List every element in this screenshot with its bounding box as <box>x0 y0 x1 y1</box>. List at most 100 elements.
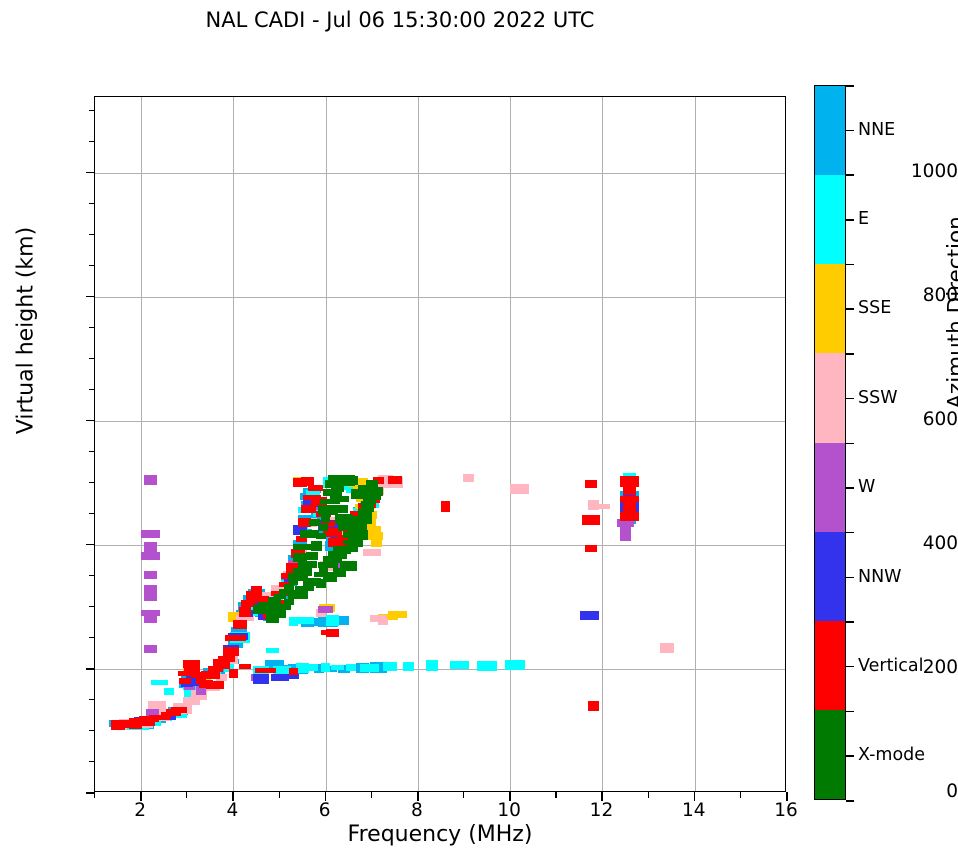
data-point <box>330 486 344 492</box>
data-point <box>504 660 525 670</box>
data-point <box>288 617 299 627</box>
gridline-horizontal <box>95 420 785 422</box>
colorbar-segment-sse[interactable] <box>815 264 845 354</box>
data-point <box>270 584 289 592</box>
data-point <box>322 528 343 537</box>
colorbar-segment-vertical[interactable] <box>815 620 845 710</box>
data-point <box>293 524 308 536</box>
data-point <box>509 483 529 495</box>
data-point <box>283 583 294 591</box>
data-point <box>362 526 381 534</box>
colorbar-segment-nnw[interactable] <box>815 531 845 621</box>
data-point <box>348 476 359 485</box>
colorbar-boundary-tick <box>846 263 854 266</box>
data-point <box>659 643 675 653</box>
data-point <box>297 561 317 569</box>
data-point <box>348 543 359 552</box>
x-tick-label: 4 <box>226 800 239 821</box>
data-point <box>183 697 201 705</box>
colorbar-segment-w[interactable] <box>815 442 845 532</box>
data-point <box>143 592 157 602</box>
colorbar-tick <box>846 308 854 310</box>
data-point <box>450 661 469 670</box>
data-point <box>360 501 374 512</box>
data-point <box>308 484 323 491</box>
data-point <box>388 476 402 485</box>
x-tick-minor <box>94 792 96 798</box>
y-tick-mark <box>86 543 95 546</box>
data-point <box>321 514 331 524</box>
data-point <box>143 644 157 654</box>
y-tick-label: 0 <box>946 781 958 802</box>
x-tick-mark <box>140 792 142 801</box>
data-point <box>365 487 383 496</box>
data-point <box>327 551 347 559</box>
data-point <box>310 496 327 506</box>
data-point <box>330 616 349 625</box>
data-point <box>216 674 228 681</box>
data-point <box>183 689 196 698</box>
data-point <box>333 567 346 577</box>
data-point <box>235 615 255 621</box>
y-tick-minor <box>89 109 95 111</box>
data-point <box>178 678 192 685</box>
data-point <box>143 570 157 579</box>
data-point <box>164 687 174 695</box>
x-tick-minor <box>739 792 742 798</box>
data-point <box>196 675 206 685</box>
data-point <box>228 639 243 649</box>
data-point <box>255 667 277 673</box>
data-point <box>265 613 280 623</box>
y-tick-minor <box>89 481 95 484</box>
data-point <box>293 552 308 562</box>
data-point <box>337 524 355 531</box>
data-point <box>150 714 171 721</box>
data-point <box>170 706 187 713</box>
data-point <box>352 516 373 524</box>
data-point <box>292 568 313 577</box>
data-point <box>383 661 398 672</box>
colorbar-boundary-tick <box>846 710 854 713</box>
colorbar[interactable] <box>814 85 846 800</box>
data-point <box>330 495 349 503</box>
data-point <box>298 514 312 521</box>
y-tick-minor <box>89 233 95 235</box>
x-tick-label: 12 <box>589 800 614 821</box>
data-point <box>143 585 157 594</box>
data-point <box>311 541 322 551</box>
data-point <box>218 656 235 662</box>
y-tick-label: 1000 <box>910 160 958 182</box>
colorbar-segment-nne[interactable] <box>815 86 845 176</box>
y-tick-mark <box>86 667 95 670</box>
x-tick-minor <box>186 792 188 798</box>
x-tick-label: 8 <box>411 800 423 821</box>
y-tick-minor <box>89 202 95 204</box>
data-point <box>619 495 639 503</box>
data-point <box>425 659 438 671</box>
data-point <box>327 537 347 548</box>
colorbar-segment-ssw[interactable] <box>815 353 845 443</box>
colorbar-segment-x-mode[interactable] <box>815 709 845 799</box>
data-point <box>143 615 157 624</box>
x-tick-mark <box>416 792 419 801</box>
data-point <box>140 610 160 617</box>
y-tick-minor <box>89 140 95 142</box>
colorbar-label-nne: NNE <box>858 119 896 140</box>
data-point <box>346 664 357 672</box>
gridline-horizontal <box>95 544 785 546</box>
colorbar-segment-e[interactable] <box>815 175 845 265</box>
x-tick-label: 14 <box>681 800 706 821</box>
data-point <box>178 671 197 677</box>
chart-title: NAL CADI - Jul 06 15:30:00 2022 UTC <box>205 8 595 32</box>
y-tick-mark <box>86 295 95 298</box>
data-point <box>355 496 370 502</box>
colorbar-label-x-mode: X-mode <box>858 745 926 766</box>
data-point <box>321 630 331 636</box>
data-points-layer <box>95 97 785 791</box>
data-point <box>196 684 206 696</box>
plot-area[interactable] <box>94 96 786 792</box>
data-point <box>295 662 310 673</box>
colorbar-label-e: E <box>858 209 870 230</box>
data-point <box>253 673 269 685</box>
